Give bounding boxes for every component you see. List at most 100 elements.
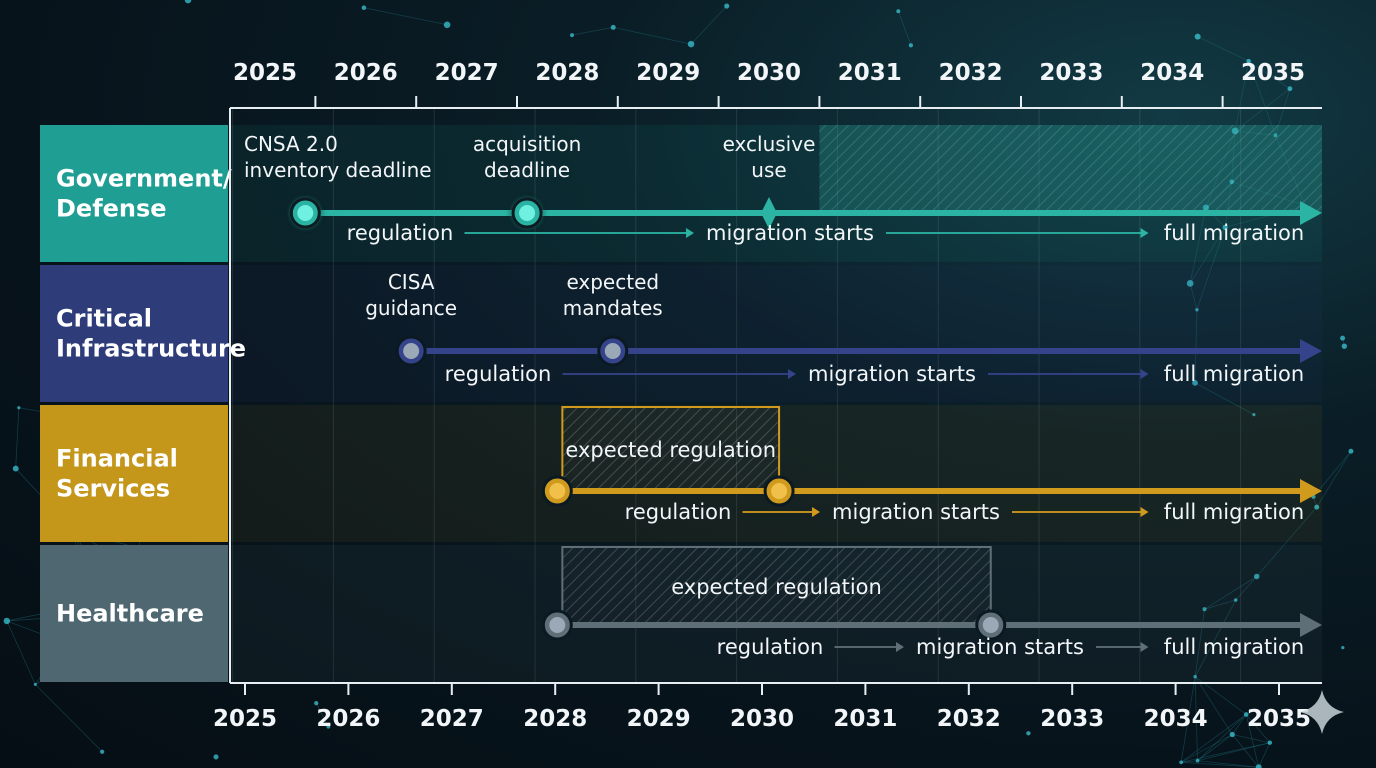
network-line	[1197, 714, 1247, 762]
top-year-label: 2026	[334, 60, 398, 86]
network-node	[1252, 413, 1256, 417]
network-node	[610, 24, 616, 30]
network-line	[1235, 576, 1258, 601]
category-label: Healthcare	[56, 600, 204, 628]
network-node	[1195, 758, 1200, 763]
network-node	[1179, 760, 1183, 765]
phase-arrow-head	[788, 369, 796, 379]
network-line	[315, 702, 329, 727]
network-line	[1181, 742, 1270, 763]
milestone-label: inventory deadline	[244, 158, 432, 182]
band-fill	[819, 125, 1322, 213]
network-node	[1341, 645, 1345, 650]
network-node	[1243, 712, 1249, 717]
bottom-year-label: 2025	[213, 706, 277, 732]
phase-arrow-head	[1140, 228, 1149, 238]
top-year-label: 2033	[1039, 60, 1103, 86]
network-line	[613, 26, 692, 45]
network-node	[1267, 740, 1273, 745]
network-node	[908, 43, 913, 48]
category-label: Defense	[56, 195, 167, 223]
network-node	[213, 754, 219, 760]
phase-label: full migration	[1164, 362, 1304, 386]
milestone-marker-core	[519, 205, 536, 221]
network-line	[571, 26, 614, 36]
network-line	[363, 7, 448, 26]
network-node	[1193, 674, 1197, 679]
network-line	[1231, 714, 1247, 735]
milestone-label: expected	[566, 270, 659, 294]
milestone-label: guidance	[365, 296, 457, 320]
phase-arrow-head	[896, 642, 904, 652]
phase-label: regulation	[445, 362, 552, 386]
phase-label: full migration	[1164, 500, 1304, 524]
phase-label: regulation	[347, 221, 454, 245]
network-line	[897, 11, 912, 46]
category-box-crit	[40, 265, 228, 402]
bottom-year-label: 2028	[523, 706, 587, 732]
row-background	[230, 265, 1322, 402]
network-line	[1189, 227, 1226, 284]
category-label: Financial	[56, 445, 178, 473]
network-node	[1287, 86, 1293, 92]
network-node	[361, 5, 367, 11]
milestone-marker-core	[771, 483, 788, 499]
network-line	[1256, 506, 1318, 577]
network-line	[1197, 760, 1259, 768]
arrow-head	[1300, 479, 1322, 503]
band-label: expected regulation	[565, 438, 776, 462]
phase-label: migration starts	[832, 500, 1000, 524]
top-year-label: 2030	[737, 60, 801, 86]
network-node	[100, 749, 105, 754]
network-node	[1229, 731, 1235, 738]
category-box-health	[40, 545, 228, 682]
phase-label: migration starts	[916, 635, 1084, 659]
bottom-year-label: 2027	[420, 706, 484, 732]
network-node	[687, 40, 695, 48]
network-line	[1189, 207, 1207, 284]
network-line	[690, 5, 728, 45]
network-line	[35, 684, 103, 752]
milestone-label: CNSA 2.0	[244, 132, 338, 156]
network-line	[1197, 734, 1233, 762]
network-node	[1348, 448, 1354, 454]
phase-arrow-head	[812, 507, 820, 517]
category-label: Critical	[56, 305, 152, 333]
network-node	[1194, 33, 1201, 40]
top-year-label: 2027	[435, 60, 499, 86]
network-line	[1197, 36, 1249, 62]
network-node	[3, 617, 10, 625]
phase-label: migration starts	[808, 362, 976, 386]
network-line	[1194, 676, 1198, 761]
network-line	[6, 620, 36, 685]
network-line	[1196, 227, 1226, 310]
network-line	[1316, 450, 1352, 508]
network-line	[1232, 734, 1270, 744]
phase-label: full migration	[1164, 221, 1304, 245]
network-node	[12, 465, 19, 472]
top-year-label: 2035	[1241, 60, 1305, 86]
network-line	[1181, 760, 1198, 763]
network-line	[1248, 61, 1276, 136]
network-line	[1245, 714, 1260, 768]
milestone-marker-core	[549, 617, 566, 633]
bottom-year-label: 2035	[1247, 706, 1311, 732]
category-label: Government/	[56, 165, 232, 193]
top-year-label: 2029	[636, 60, 700, 86]
network-line	[1245, 714, 1271, 743]
network-line	[1194, 382, 1255, 416]
milestone-marker-core	[549, 483, 566, 499]
network-node	[1186, 280, 1194, 287]
network-node	[570, 33, 574, 38]
category-label: Services	[56, 475, 170, 503]
category-box-gov	[40, 125, 228, 262]
network-node	[1246, 58, 1251, 64]
milestone-label: mandates	[563, 296, 663, 320]
milestone-label: exclusive	[723, 132, 816, 156]
top-year-label: 2025	[233, 60, 297, 86]
milestone-marker-core	[982, 617, 999, 633]
network-node	[1026, 731, 1031, 736]
network-node	[724, 3, 730, 9]
phase-label: full migration	[1164, 635, 1304, 659]
